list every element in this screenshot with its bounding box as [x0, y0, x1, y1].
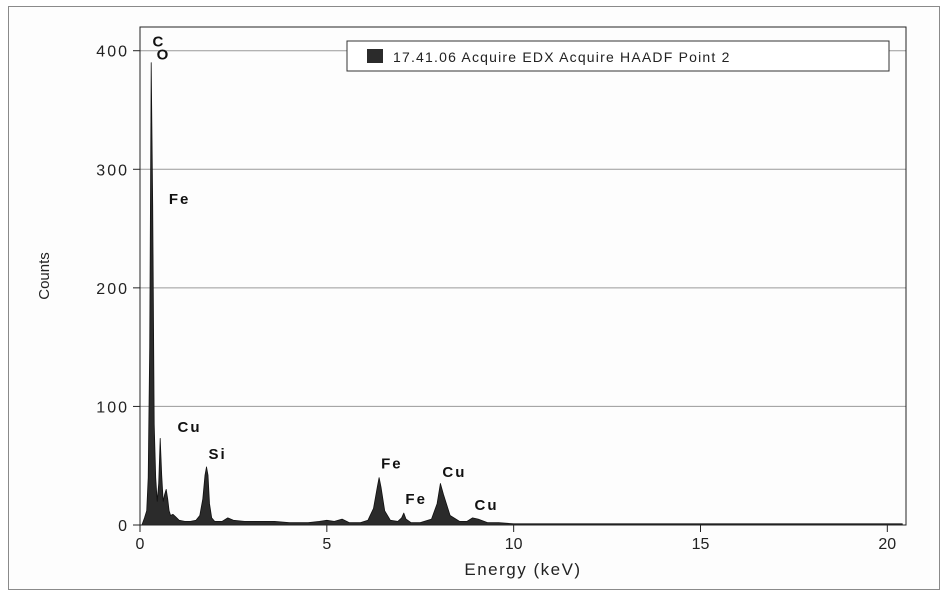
- gridlines: [140, 51, 906, 407]
- peak-label-4: Si: [209, 446, 227, 463]
- chart-frame: 010020030040005101520 COFeCuSiFeFeCuCu E…: [8, 6, 940, 590]
- peak-label-8: Cu: [475, 497, 499, 514]
- y-axis-label: Counts: [36, 252, 53, 300]
- x-tick-label-0: 0: [136, 536, 145, 553]
- x-axis-label: Energy (keV): [464, 560, 581, 579]
- series-layer: [142, 63, 902, 525]
- peak-label-7: Cu: [442, 464, 466, 481]
- y-tick-label-0: 0: [118, 518, 129, 535]
- peak-annotations: COFeCuSiFeFeCuCu: [152, 34, 498, 515]
- peak-label-1: O: [157, 47, 171, 64]
- legend: 17.41.06 Acquire EDX Acquire HAADF Point…: [347, 41, 889, 71]
- y-tick-label-100: 100: [96, 399, 129, 416]
- y-tick-label-400: 400: [96, 44, 129, 61]
- x-tick-label-5: 5: [322, 536, 331, 553]
- axis-ticks: 0 100 200 300 400 0 5 10 15 20: [96, 44, 896, 553]
- y-tick-label-200: 200: [96, 281, 129, 298]
- x-tick-label-15: 15: [692, 536, 710, 553]
- y-tick-label-300: 300: [96, 162, 129, 179]
- edx-spectrum-chart: 010020030040005101520 COFeCuSiFeFeCuCu E…: [9, 7, 939, 589]
- plot-border: [140, 27, 906, 525]
- peak-label-5: Fe: [381, 456, 403, 473]
- series-area-0: [142, 63, 902, 525]
- peak-label-2: Fe: [169, 191, 191, 208]
- x-tick-label-10: 10: [505, 536, 523, 553]
- legend-swatch: [367, 49, 383, 63]
- x-tick-label-20: 20: [878, 536, 896, 553]
- legend-label: 17.41.06 Acquire EDX Acquire HAADF Point…: [393, 49, 731, 65]
- peak-label-6: Fe: [405, 491, 427, 508]
- peak-label-3: Cu: [177, 419, 201, 436]
